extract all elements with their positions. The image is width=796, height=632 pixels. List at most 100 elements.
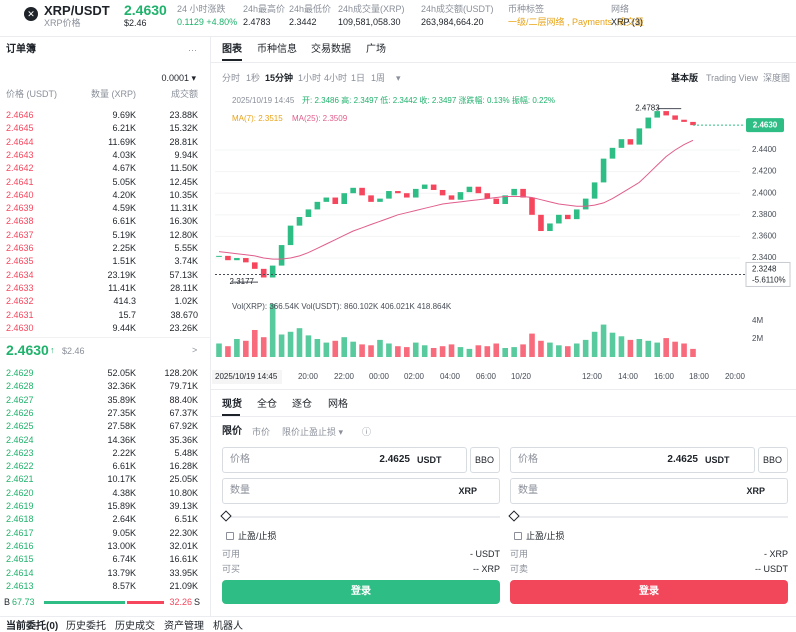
bid-total: 16.28K bbox=[169, 461, 198, 472]
candle bbox=[556, 214, 562, 224]
vol-tick-label: 4M bbox=[752, 316, 763, 325]
bid-qty: 52.05K bbox=[107, 368, 136, 378]
bid-price: 2.4626 bbox=[6, 407, 34, 418]
price-input[interactable] bbox=[222, 447, 467, 473]
volume-bar bbox=[654, 342, 661, 357]
sell-button[interactable] bbox=[510, 580, 788, 604]
ask-total: 3.74K bbox=[174, 256, 198, 267]
form-tab[interactable]: 全仓 bbox=[257, 399, 277, 410]
bbo-label[interactable]: BBO bbox=[763, 455, 783, 465]
last-price-label: 2.4630 bbox=[753, 120, 778, 129]
price-input[interactable] bbox=[510, 447, 755, 473]
bbo-button[interactable] bbox=[470, 447, 500, 473]
volume-bar bbox=[511, 347, 517, 357]
ask-total: 28.11K bbox=[170, 282, 198, 293]
volume-bar bbox=[368, 345, 374, 357]
ask-total: 1.02K bbox=[174, 296, 198, 307]
volume-bar bbox=[502, 347, 508, 357]
bbo-button[interactable] bbox=[758, 447, 788, 473]
more-button[interactable]: ··· bbox=[188, 45, 197, 55]
max-label: 可卖 bbox=[510, 564, 529, 574]
form-tab[interactable]: 现货 bbox=[222, 399, 242, 410]
order-type[interactable]: 限价止盈止损 ▾ bbox=[282, 427, 344, 437]
tpsl-label: 止盈/止损 bbox=[238, 531, 277, 541]
ask-price: 2.4630 bbox=[6, 322, 34, 333]
ratio-buy-pct: 67.73 bbox=[12, 597, 35, 607]
login-button[interactable]: 登录 bbox=[639, 586, 659, 597]
bottom-tab[interactable]: 当前委托(0) bbox=[6, 621, 59, 632]
candle bbox=[511, 188, 517, 196]
candle bbox=[251, 262, 258, 269]
chart-tab[interactable]: 币种信息 bbox=[257, 44, 297, 55]
interval-tab[interactable]: 分时 bbox=[222, 73, 241, 83]
bottom-tab[interactable]: 机器人 bbox=[213, 621, 243, 632]
tpsl-checkbox[interactable] bbox=[226, 532, 234, 540]
volume-bar bbox=[627, 339, 634, 357]
order-type[interactable]: ⓘ bbox=[362, 427, 372, 437]
bid-total: 39.13K bbox=[169, 501, 198, 511]
interval-tab[interactable]: 1日 bbox=[351, 73, 366, 83]
buy-button[interactable] bbox=[222, 580, 500, 604]
bottom-divider bbox=[0, 616, 796, 617]
order-type[interactable]: 限价 bbox=[222, 426, 242, 437]
form-tab[interactable]: 逐仓 bbox=[292, 399, 312, 410]
left-divider bbox=[210, 37, 211, 617]
view-tab[interactable]: 深度图 bbox=[763, 73, 791, 83]
crosshair-pct: -5.6110% bbox=[752, 276, 786, 285]
chart-tab[interactable]: 广场 bbox=[366, 44, 386, 55]
interval-tab[interactable]: 1小时 bbox=[298, 73, 322, 83]
qty-input[interactable] bbox=[510, 478, 788, 504]
bid-total: 88.40K bbox=[169, 394, 198, 405]
view-tab[interactable]: 基本版 bbox=[671, 73, 699, 83]
ask-price: 2.4634 bbox=[6, 269, 34, 280]
stat-label: 24h成交额(USDT) bbox=[421, 4, 494, 14]
volume-bar bbox=[287, 331, 294, 357]
interval-tab[interactable]: 4小时 bbox=[324, 73, 348, 83]
ask-price: 2.4643 bbox=[6, 149, 34, 160]
avail-value: - XRP bbox=[763, 549, 788, 559]
tpsl-checkbox[interactable] bbox=[514, 532, 522, 540]
crosshair-price: 2.3248 bbox=[752, 265, 777, 274]
bid-total: 33.95K bbox=[169, 567, 198, 578]
login-button[interactable]: 登录 bbox=[351, 586, 371, 597]
view-tab[interactable]: Trading View bbox=[706, 73, 759, 83]
volume-bar bbox=[225, 346, 231, 357]
candle bbox=[654, 111, 661, 118]
candle bbox=[350, 187, 356, 194]
candle bbox=[412, 188, 419, 198]
candle bbox=[609, 147, 616, 159]
interval-tab[interactable]: 15分钟 bbox=[265, 73, 294, 83]
x-tick-label: 04:00 bbox=[440, 372, 461, 381]
volume-bar bbox=[234, 338, 240, 357]
volume-bar bbox=[216, 343, 222, 357]
precision-select[interactable]: 0.0001 ▾ bbox=[161, 73, 196, 83]
qty-input[interactable] bbox=[222, 478, 500, 504]
ask-qty: 4.67K bbox=[112, 163, 136, 174]
ask-qty: 6.21K bbox=[112, 123, 136, 134]
bottom-tab[interactable]: 历史成交 bbox=[115, 621, 155, 632]
bid-total: 21.09K bbox=[169, 580, 198, 591]
ask-qty: 6.61K bbox=[112, 216, 136, 227]
mid-divider bbox=[0, 337, 210, 338]
bbo-label[interactable]: BBO bbox=[475, 455, 495, 465]
candle bbox=[269, 265, 276, 278]
y-tick-label: 2.3800 bbox=[752, 210, 777, 219]
candle bbox=[386, 191, 392, 199]
form-tab[interactable]: 网格 bbox=[328, 399, 348, 410]
candle bbox=[296, 216, 303, 226]
ask-qty: 9.69K bbox=[112, 110, 136, 120]
chart-tab[interactable]: 交易数据 bbox=[311, 44, 351, 55]
order-type[interactable]: 市价 bbox=[252, 427, 271, 437]
price-value: 2.4625 bbox=[667, 454, 698, 465]
interval-tab[interactable]: ▾ bbox=[396, 73, 401, 83]
ask-qty: 5.19K bbox=[112, 229, 136, 240]
bottom-tab[interactable]: 历史委托 bbox=[66, 621, 106, 632]
mid-link[interactable]: > bbox=[192, 345, 198, 355]
chart-tab[interactable]: 图表 bbox=[222, 44, 242, 55]
tab-underline bbox=[222, 59, 242, 61]
bottom-tab[interactable]: 资产管理 bbox=[164, 621, 204, 632]
volume-bar bbox=[439, 346, 446, 357]
interval-tab[interactable]: 1周 bbox=[371, 73, 386, 83]
interval-tab[interactable]: 1秒 bbox=[246, 73, 261, 83]
crosshair-box bbox=[745, 261, 791, 287]
